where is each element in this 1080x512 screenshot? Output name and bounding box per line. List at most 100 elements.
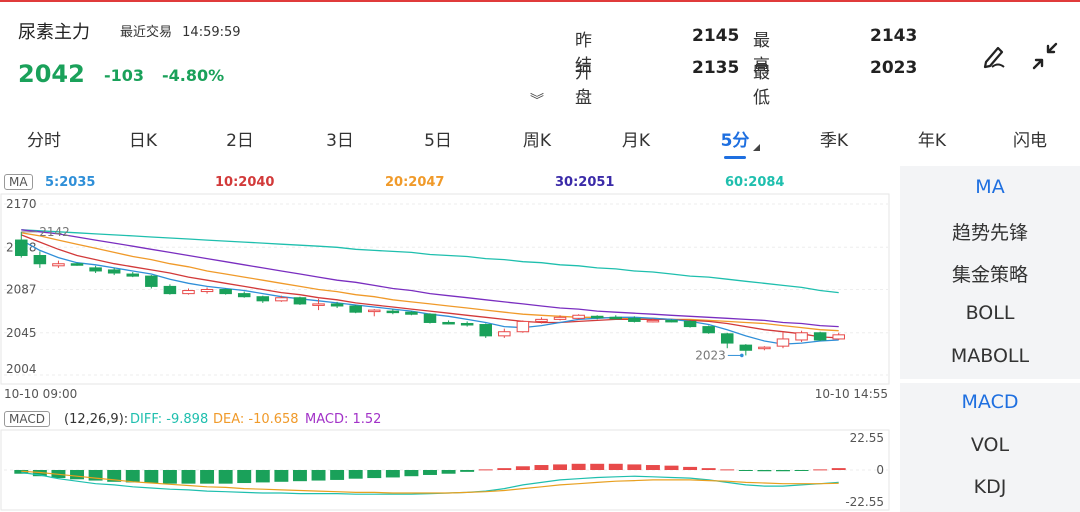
y-tick-label: 2004 [6,362,37,376]
ma20-legend: 20:2047 [385,175,445,190]
candle-body [200,289,214,293]
ma-tag[interactable]: MA [4,174,33,190]
indicator-集金策略[interactable]: 集金策略 [951,264,1028,286]
price-change: -103 [104,66,145,85]
high-value: 2143 [870,26,918,46]
macd-bar [645,465,660,470]
expand-chevron-icon[interactable]: ︾ [530,93,544,109]
macd-bar [553,464,568,470]
y-tick-label: 2170 [6,197,37,211]
tab-8[interactable]: 季K [819,131,849,151]
macd-bar [478,469,493,471]
candle-body [33,255,47,265]
ma20-line [21,232,839,332]
candle-body [182,290,195,295]
indicator-macd[interactable]: MACD [961,391,1019,413]
candle-body [423,313,437,323]
last-trade-time: 14:59:59 [182,25,241,40]
draw-pen-icon[interactable] [978,40,1010,72]
macd-legend-item: DEA: -10.658 [213,412,299,427]
macd-bar [757,470,772,472]
x-start-label: 10-10 09:00 [4,387,77,401]
indicator-ma[interactable]: MA [975,176,1005,198]
tab-0[interactable]: 分时 [27,131,61,151]
price-change-pct: -4.80% [162,66,225,85]
candle-body [126,273,140,277]
open-label: 开盘 [575,63,592,108]
macd-tag[interactable]: MACD [4,411,50,427]
low-marker-dot [740,353,744,358]
candle-body [832,334,845,340]
sidebar-divider [900,379,1080,383]
tab-10[interactable]: 闪电 [1013,131,1047,151]
tab-7[interactable]: 5分 [720,131,750,151]
macd-params: (12,26,9): [64,412,129,427]
candle-body [590,315,604,319]
diff-line [21,471,839,495]
indicator-趋势先锋[interactable]: 趋势先锋 [951,222,1028,244]
candle-body [15,239,28,257]
candle-body [535,318,548,322]
candle-body [275,297,288,302]
tab-6[interactable]: 月K [621,131,651,151]
indicator-kdj[interactable]: KDJ [973,476,1007,498]
prev-settle-value: 2145 [692,26,740,46]
collapse-arrows-icon[interactable] [1030,40,1062,72]
indicator-sidebar: MA 趋势先锋集金策略 BOLL MABOLL MACD VOL KDJ [900,166,1080,512]
macd-bar [497,468,512,470]
tab-3[interactable]: 3日 [326,131,354,151]
tab-1[interactable]: 日K [128,131,158,151]
macd-y-tick-label: 22.55 [850,431,884,445]
macd-bar [255,470,270,483]
candle-body [386,310,400,314]
low-label: 最低 [753,63,770,108]
ma30-legend: 30:2051 [555,175,615,190]
candle-body [702,326,715,334]
symbol-name: 尿素主力 [18,22,90,43]
macd-bar [794,470,809,471]
macd-legend-item: DIFF: -9.898 [130,412,209,427]
indicator-boll[interactable]: BOLL [965,302,1015,324]
indicator-vol[interactable]: VOL [970,434,1010,456]
indicator-maboll[interactable]: MABOLL [950,345,1030,367]
tab-5[interactable]: 周K [522,131,552,151]
tab-2[interactable]: 2日 [226,131,254,151]
macd-bar [571,463,586,470]
macd-bar [776,470,790,472]
last-trade-label: 最近交易 [120,25,173,40]
macd-bar [683,466,698,470]
candle-body [758,346,771,350]
macd-bar [125,470,140,483]
candle-body [720,333,734,344]
candle-body [498,331,511,337]
macd-y-tick-label: 0 [876,463,884,477]
macd-bar [831,468,846,470]
macd-bar [627,464,642,470]
candle-body [368,309,381,313]
candle-body [739,344,753,351]
top-accent-line [0,0,1080,2]
candle-body [89,267,102,272]
ma60-line [21,229,839,294]
macd-bar [348,470,363,479]
low-value: 2023 [870,58,918,78]
macd-bar [32,470,47,477]
low-marker-label: 2023 [695,348,726,362]
candle-body [609,316,623,320]
tab-4[interactable]: 5日 [424,131,452,151]
tab-dropdown-corner-icon[interactable] [753,144,760,151]
x-end-label: 10-10 14:55 [815,387,888,401]
y-tick-label: 2087 [6,283,37,297]
candle-body [516,320,530,333]
period-tabs: 分时 日K 2日 3日 5日 周K 月K 5分 季K 年K 闪电 [0,118,1080,162]
macd-bar [460,470,475,472]
main-panel-border [0,193,890,385]
macd-bar [330,470,345,480]
candle-body [163,285,177,295]
macd-bar [200,470,215,484]
tab-9[interactable]: 年K [917,131,947,151]
macd-bar [181,470,196,484]
macd-panel-border [0,429,890,511]
